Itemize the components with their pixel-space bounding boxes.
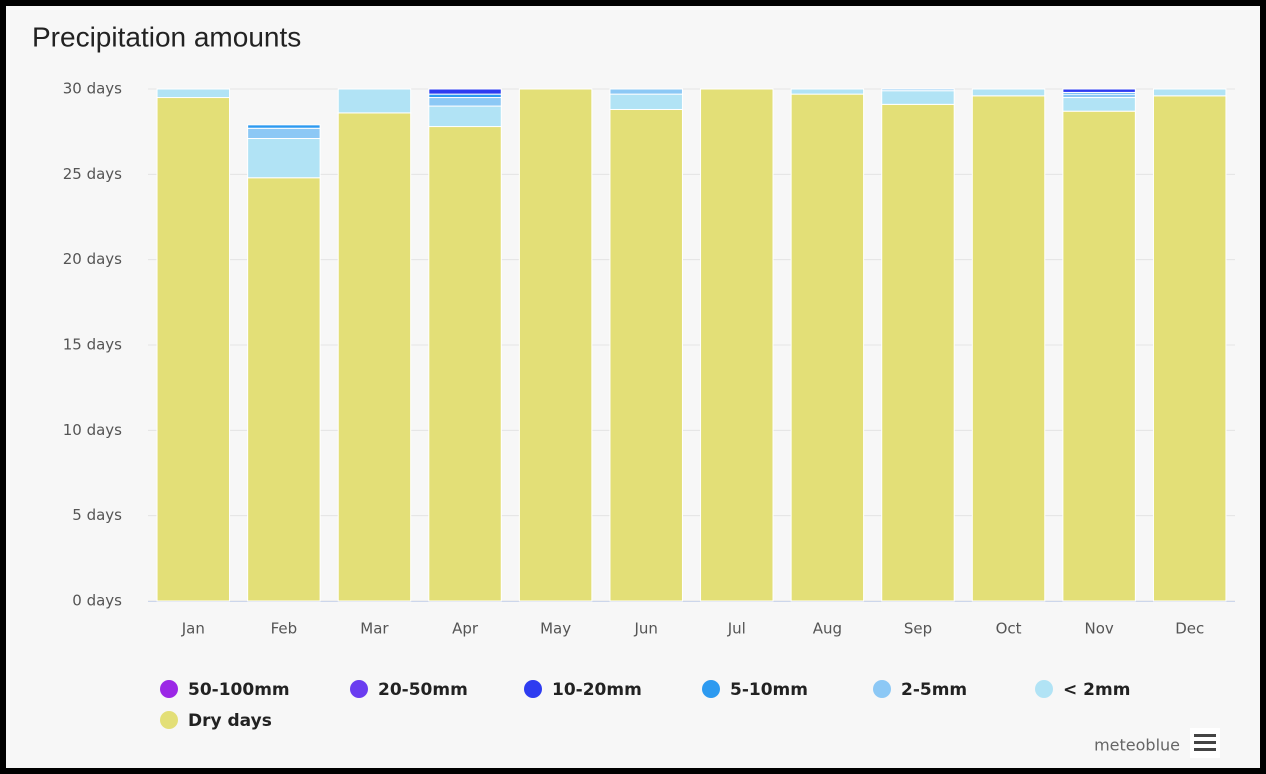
bar-segment bbox=[1152, 95, 1227, 602]
credit: meteoblue bbox=[1094, 736, 1180, 755]
bar-segment bbox=[971, 88, 1046, 97]
legend-label: 10-20mm bbox=[552, 680, 642, 700]
bar-segment bbox=[881, 103, 955, 602]
bar-segment bbox=[428, 97, 502, 107]
menu-bar[interactable] bbox=[1194, 748, 1216, 751]
bar-segment bbox=[428, 105, 502, 128]
x-tick-label: Jan bbox=[181, 620, 205, 638]
menu-button[interactable] bbox=[1190, 728, 1220, 758]
legend-label: 2-5mm bbox=[901, 680, 967, 700]
bar-segment bbox=[881, 88, 955, 92]
bar-segment bbox=[609, 93, 683, 110]
legend-label: Dry days bbox=[188, 711, 272, 731]
legend-label: 5-10mm bbox=[730, 680, 808, 700]
legend-marker bbox=[524, 680, 542, 698]
legend-label: 50-100mm bbox=[188, 680, 290, 700]
legend-marker bbox=[1035, 680, 1053, 698]
x-tick-label: May bbox=[540, 620, 571, 638]
legend-label: < 2mm bbox=[1063, 680, 1130, 700]
bar-segment bbox=[247, 177, 321, 602]
legend-label: 20-50mm bbox=[378, 680, 468, 700]
bar-segment bbox=[247, 127, 321, 139]
bar-segment bbox=[609, 88, 683, 95]
legend-marker bbox=[702, 680, 720, 698]
menu-bar[interactable] bbox=[1194, 741, 1216, 744]
x-tick-label: Dec bbox=[1175, 620, 1204, 638]
bar-segment bbox=[1062, 97, 1136, 112]
y-tick-label: 0 days bbox=[72, 592, 122, 610]
bar-segment bbox=[156, 88, 231, 99]
bar-segment bbox=[337, 88, 412, 114]
y-tick-label: 10 days bbox=[63, 421, 122, 439]
x-tick-label: Jul bbox=[727, 620, 746, 638]
bar-segment bbox=[790, 88, 865, 95]
legend-marker bbox=[873, 680, 891, 698]
legend-marker bbox=[160, 711, 178, 729]
bar-segment bbox=[247, 137, 321, 179]
x-tick-label: Feb bbox=[271, 620, 298, 638]
bar-segment bbox=[518, 88, 593, 602]
y-tick-label: 5 days bbox=[72, 506, 122, 524]
bar-segment bbox=[1062, 93, 1136, 99]
x-tick-label: Oct bbox=[996, 620, 1022, 638]
x-tick-label: Sep bbox=[904, 620, 932, 638]
bar-segment bbox=[337, 112, 412, 602]
y-tick-label: 25 days bbox=[63, 165, 122, 183]
x-tick-label: Aug bbox=[813, 620, 842, 638]
chart: Precipitation amounts meteoblue 0 days 5 … bbox=[32, 21, 1235, 758]
bar-segment bbox=[1062, 88, 1136, 93]
y-tick-label: 15 days bbox=[63, 336, 122, 354]
bar-segment bbox=[247, 124, 321, 129]
menu-bar[interactable] bbox=[1194, 734, 1216, 737]
bar-segment bbox=[428, 126, 502, 602]
chart-title: Precipitation amounts bbox=[32, 21, 301, 52]
x-tick-label: Apr bbox=[452, 620, 479, 638]
x-tick-label: Nov bbox=[1084, 620, 1113, 638]
bar-segment bbox=[971, 95, 1046, 602]
y-tick-label: 20 days bbox=[63, 250, 122, 268]
bar-segment bbox=[609, 108, 683, 602]
bar-segment bbox=[700, 88, 774, 602]
x-tick-label: Mar bbox=[360, 620, 389, 638]
bar-segment bbox=[790, 93, 865, 602]
bar-segment bbox=[1062, 110, 1136, 602]
y-tick-label: 30 days bbox=[63, 80, 122, 98]
bar-segment bbox=[156, 97, 231, 602]
bar-segment bbox=[1152, 88, 1227, 97]
legend-marker bbox=[160, 680, 178, 698]
bar-segment bbox=[428, 88, 502, 95]
bar-segment bbox=[428, 93, 502, 99]
legend-marker bbox=[350, 680, 368, 698]
x-tick-label: Jun bbox=[633, 620, 657, 638]
bar-segment bbox=[881, 90, 955, 105]
